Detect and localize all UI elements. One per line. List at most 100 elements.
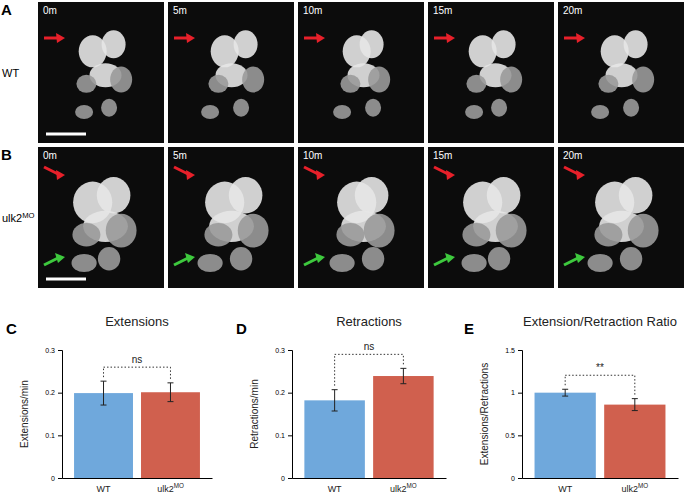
- tick-label: 0.3: [275, 347, 285, 354]
- x-axis: WTulk2MO: [293, 478, 447, 494]
- image-frame: [558, 147, 684, 288]
- error-cap: [332, 389, 338, 390]
- cell: [102, 30, 126, 58]
- cell: [75, 105, 93, 119]
- y-axis: 00.10.20.3: [45, 347, 62, 482]
- tick-label: WT: [328, 484, 342, 494]
- y-axis: 00.10.20.3: [275, 347, 292, 482]
- panel-letter: B: [1, 146, 12, 163]
- tick-label: 0: [511, 475, 515, 482]
- time-label: 15m: [433, 150, 452, 161]
- time-label: 10m: [303, 5, 322, 16]
- figure: AWT0m5m10m15m20mBulk2MO0m5m10m15m20mCExt…: [0, 0, 684, 496]
- time-label: 15m: [433, 5, 452, 16]
- panel-letter: E: [464, 320, 474, 337]
- tick-label: WT: [558, 484, 572, 494]
- cell: [110, 67, 132, 93]
- error-line: [634, 399, 635, 411]
- bracket-line: [170, 367, 171, 379]
- cell: [230, 247, 252, 270]
- time-label: 20m: [563, 150, 582, 161]
- tick-label: 0.1: [45, 432, 55, 439]
- panel-letter: C: [6, 320, 17, 337]
- scale-bar: [46, 133, 86, 136]
- arrow-head: [576, 170, 585, 180]
- error-line: [334, 390, 335, 411]
- bracket-line: [565, 375, 635, 376]
- cell: [362, 247, 384, 270]
- image-frame: [558, 2, 684, 143]
- image-panel: Bulk2MO0m5m10m15m20m: [1, 146, 684, 288]
- error-cap: [562, 389, 568, 390]
- cell: [496, 214, 527, 248]
- error-bar: [632, 399, 638, 411]
- cells: [201, 30, 264, 119]
- cell: [591, 105, 609, 119]
- tick-mark: [288, 478, 292, 479]
- axis-line: [63, 478, 213, 479]
- error-bar: [332, 390, 338, 411]
- arrow-head: [445, 253, 455, 263]
- marks: [304, 368, 433, 478]
- tick-label: 0: [281, 475, 285, 482]
- cell: [234, 30, 258, 58]
- error-cap: [101, 405, 107, 406]
- arrow-head: [575, 253, 585, 263]
- cell: [340, 75, 360, 93]
- cell: [233, 99, 249, 117]
- axis-line: [288, 351, 293, 479]
- error-cap: [400, 368, 406, 369]
- tick-mark: [518, 393, 522, 394]
- panel-letter: D: [236, 320, 247, 337]
- cell: [229, 177, 263, 213]
- image-frame: [428, 2, 554, 143]
- time-label: 20m: [563, 5, 582, 16]
- tick: ulk2MO: [621, 478, 648, 494]
- cell: [588, 254, 613, 272]
- error-cap: [632, 398, 638, 399]
- chart-title: Extension/Retraction Ratio: [523, 314, 677, 329]
- tick-mark: [58, 435, 62, 436]
- cell: [462, 223, 490, 246]
- arrow-head: [576, 33, 585, 43]
- cell: [336, 223, 364, 246]
- time-label: 0m: [43, 150, 57, 161]
- arrow-head: [56, 170, 65, 180]
- bracket-line: [103, 367, 104, 377]
- time-label: 5m: [173, 5, 187, 16]
- bar: [74, 393, 133, 478]
- error-cap: [167, 401, 173, 402]
- tick-label: 0.2: [275, 389, 285, 396]
- cell: [98, 247, 120, 270]
- cell: [619, 177, 653, 213]
- error-cap: [562, 396, 568, 397]
- cell: [242, 67, 264, 93]
- axis-line: [58, 351, 63, 479]
- cells: [465, 30, 522, 119]
- marks: [535, 389, 666, 478]
- cell: [465, 105, 483, 119]
- cell: [76, 75, 96, 93]
- bar: [304, 400, 365, 478]
- cells: [591, 30, 654, 119]
- tick: 0: [51, 475, 62, 482]
- tick-label: ulk2MO: [621, 482, 648, 494]
- cell: [364, 214, 395, 248]
- cells: [198, 177, 269, 272]
- bracket-line: [334, 354, 335, 385]
- image-frame: [298, 2, 424, 143]
- tick: 1.5: [505, 347, 522, 354]
- superscript: MO: [22, 211, 34, 220]
- x-axis: WT ulk2MO: [523, 478, 679, 494]
- tick-mark: [58, 350, 62, 351]
- bar: [141, 392, 200, 478]
- tick: 0.2: [275, 389, 292, 396]
- cells: [462, 177, 527, 272]
- cell: [594, 223, 622, 246]
- bar: [535, 393, 596, 478]
- bracket-line: [403, 354, 404, 364]
- cell: [500, 67, 522, 93]
- bracket-line: [634, 375, 635, 394]
- error-line: [403, 368, 404, 383]
- tick-mark: [518, 350, 522, 351]
